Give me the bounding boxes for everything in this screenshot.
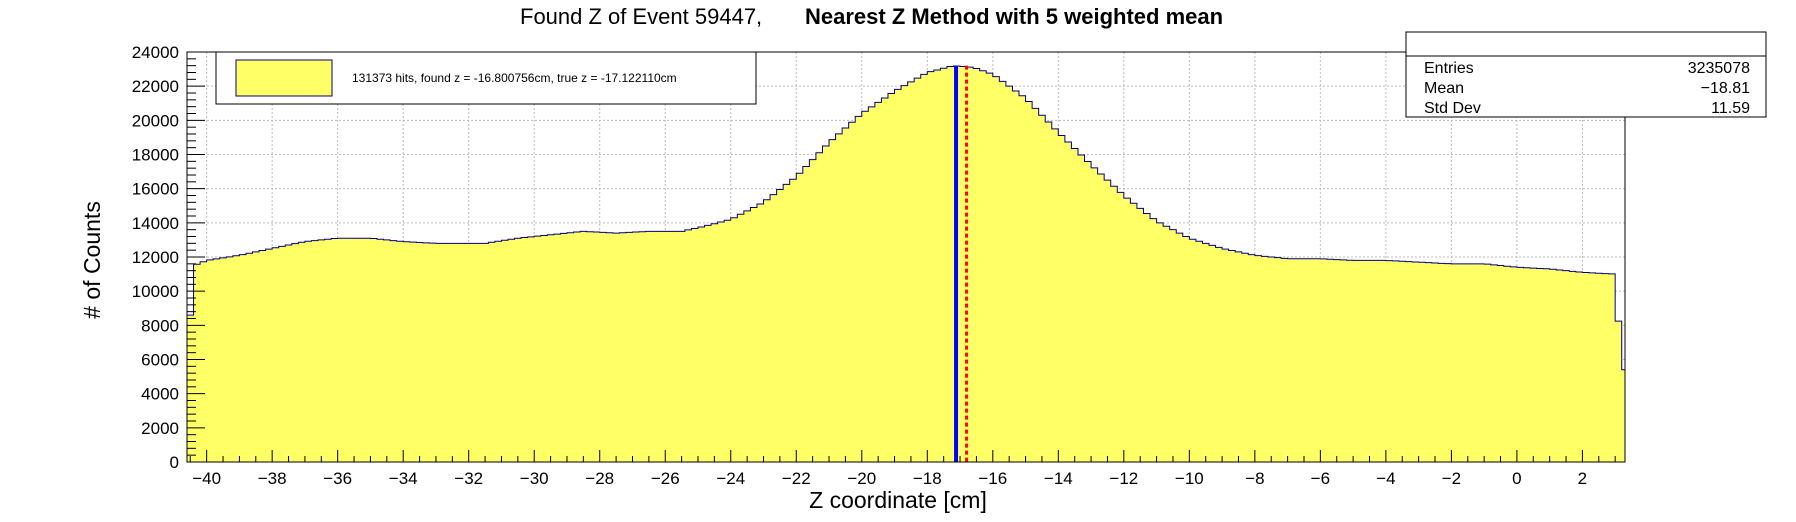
x-tick-label-3: −34: [389, 469, 418, 488]
x-tick-label-5: −30: [520, 469, 549, 488]
x-tick-label-2: −36: [323, 469, 352, 488]
x-tick-label-6: −28: [585, 469, 614, 488]
y-tick-label-4: 8000: [141, 316, 179, 335]
x-tick-label-19: −2: [1442, 469, 1461, 488]
chart-title-bold: Nearest Z Method with 5 weighted mean: [805, 4, 1223, 29]
z-markers: [954, 65, 969, 462]
y-tick-label-0: 0: [170, 453, 179, 472]
histogram-area: [186, 65, 1626, 463]
legend-swatch: [235, 59, 333, 97]
x-tick-label-18: −4: [1376, 469, 1395, 488]
legend-box: 131373 hits, found z = -16.800756cm, tru…: [215, 51, 757, 105]
legend-label: 131373 hits, found z = -16.800756cm, tru…: [352, 71, 677, 85]
x-tick-label-20: 0: [1512, 469, 1521, 488]
stats-box: Entries 3235078 Mean −18.81 Std Dev 11.5…: [1405, 31, 1767, 118]
x-tick-label-14: −12: [1109, 469, 1138, 488]
y-tick-label-7: 14000: [132, 214, 179, 233]
x-tick-label-13: −14: [1044, 469, 1073, 488]
y-tick-label-10: 20000: [132, 111, 179, 130]
x-tick-label-4: −32: [454, 469, 483, 488]
y-tick-label-1: 2000: [141, 419, 179, 438]
x-tick-label-9: −22: [782, 469, 811, 488]
x-axis-title: Z coordinate [cm]: [809, 487, 987, 513]
x-tick-label-12: −16: [978, 469, 1007, 488]
stats-stddev-label: Std Dev: [1424, 100, 1481, 117]
y-axis-title: # of Counts: [79, 201, 105, 319]
y-tick-label-12: 24000: [132, 43, 179, 62]
x-tick-label-21: 2: [1578, 469, 1587, 488]
stats-mean-value: −18.81: [1701, 80, 1750, 97]
y-tick-label-3: 6000: [141, 351, 179, 370]
stats-entries-value: 3235078: [1688, 60, 1750, 77]
x-tick-label-10: −20: [847, 469, 876, 488]
x-tick-label-11: −18: [913, 469, 942, 488]
x-tick-label-15: −10: [1175, 469, 1204, 488]
x-tick-label-0: −40: [192, 469, 221, 488]
x-tick-label-16: −8: [1245, 469, 1264, 488]
x-tick-label-1: −38: [258, 469, 287, 488]
y-tick-label-11: 22000: [132, 77, 179, 96]
x-tick-label-7: −26: [651, 469, 680, 488]
y-tick-label-5: 10000: [132, 282, 179, 301]
chart-title-main: Found Z of Event 59447,: [520, 4, 762, 29]
y-tick-label-8: 16000: [132, 180, 179, 199]
x-tick-label-8: −24: [716, 469, 745, 488]
stats-frame: [1405, 31, 1767, 118]
stats-stddev-value: 11.59: [1711, 100, 1750, 117]
y-tick-label-2: 4000: [141, 385, 179, 404]
histogram-bars: [186, 65, 1626, 463]
chart-title: Found Z of Event 59447, Nearest Z Method…: [520, 4, 1223, 29]
stats-entries-label: Entries: [1424, 60, 1474, 77]
y-tick-label-6: 12000: [132, 248, 179, 267]
axis-ticks: −40 −38 −36 −34 −32 −30 −28 −26 −24 −22 −20 −18 −16−…: [132, 43, 1616, 488]
stats-mean-label: Mean: [1424, 80, 1464, 97]
y-tick-label-9: 18000: [132, 146, 179, 165]
x-tick-label-17: −6: [1311, 469, 1330, 488]
